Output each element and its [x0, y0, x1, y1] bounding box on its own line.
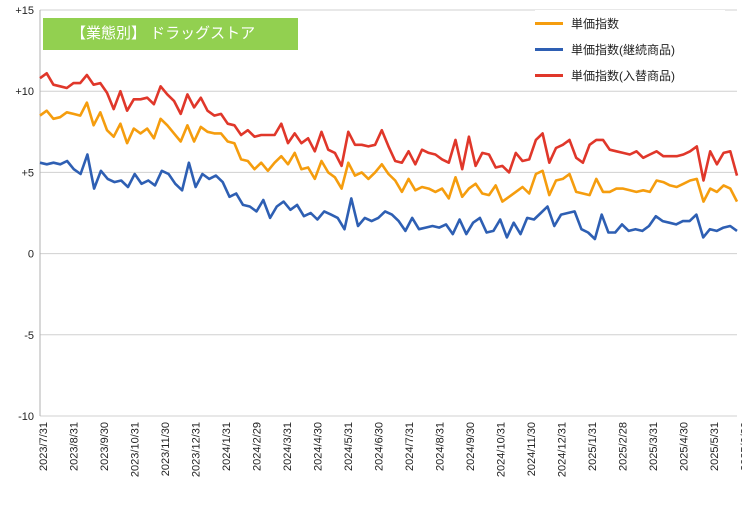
x-tick-label: 2025/5/31 — [709, 422, 721, 471]
x-tick-label: 2025/6/30 — [740, 422, 742, 471]
legend-item: 単価指数 — [535, 10, 725, 36]
x-tick-label: 2025/2/28 — [618, 422, 630, 471]
x-tick-label: 2024/1/31 — [221, 422, 233, 471]
x-tick-label: 2024/12/31 — [557, 422, 569, 477]
legend-swatch-0 — [535, 21, 563, 25]
y-tick-label: +10 — [15, 86, 34, 98]
legend-swatch-1 — [535, 47, 563, 51]
x-tick-label: 2024/9/30 — [465, 422, 477, 471]
legend-swatch-2 — [535, 73, 563, 77]
x-tick-label: 2025/3/31 — [648, 422, 660, 471]
y-tick-label: 0 — [28, 249, 34, 261]
legend-label: 単価指数(入替商品) — [571, 68, 675, 83]
y-tick-label: +5 — [21, 167, 34, 179]
x-tick-label: 2024/8/31 — [435, 422, 447, 471]
x-tick-label: 2025/1/31 — [587, 422, 599, 471]
x-tick-label: 2024/6/30 — [374, 422, 386, 471]
x-tick-label: 2024/7/31 — [404, 422, 416, 471]
legend-label: 単価指数 — [571, 16, 620, 31]
chart-title: 【業態別】 ドラッグストア — [43, 18, 298, 50]
x-tick-labels: 2023/7/31 2023/8/31 2023/9/30 2023/10/31 202… — [38, 422, 742, 477]
series-line-0 — [39, 101, 739, 203]
series-line-1 — [39, 153, 738, 241]
x-tick-label: 2023/8/31 — [69, 422, 81, 471]
series-lines — [39, 72, 739, 241]
y-tick-label: +15 — [15, 5, 34, 17]
x-tick-label: 2023/9/30 — [99, 422, 111, 471]
x-tick-label: 2024/3/31 — [282, 422, 294, 471]
x-tick-label: 2023/12/31 — [191, 422, 203, 477]
y-tick-labels: +15 +10 +5 0 -5 -10 — [15, 5, 34, 423]
x-tick-label: 2025/4/30 — [679, 422, 691, 471]
x-tick-label: 2024/10/31 — [496, 422, 508, 477]
legend: 単価指数 単価指数(継続商品) 単価指数(入替商品) — [535, 10, 725, 88]
x-tick-label: 2024/5/31 — [343, 422, 355, 471]
x-tick-label: 2024/11/30 — [526, 422, 538, 476]
y-tick-label: -10 — [18, 411, 34, 423]
legend-item: 単価指数(入替商品) — [535, 62, 725, 88]
series-line-2 — [39, 72, 739, 182]
x-tick-label: 2024/2/29 — [252, 422, 264, 471]
x-tick-label: 2023/7/31 — [38, 422, 50, 471]
legend-label: 単価指数(継続商品) — [571, 42, 675, 57]
y-tick-label: -5 — [24, 330, 34, 342]
x-tick-label: 2024/4/30 — [313, 422, 325, 471]
legend-item: 単価指数(継続商品) — [535, 36, 725, 62]
x-tick-label: 2023/10/31 — [130, 422, 142, 477]
x-tick-label: 2023/11/30 — [160, 422, 172, 476]
